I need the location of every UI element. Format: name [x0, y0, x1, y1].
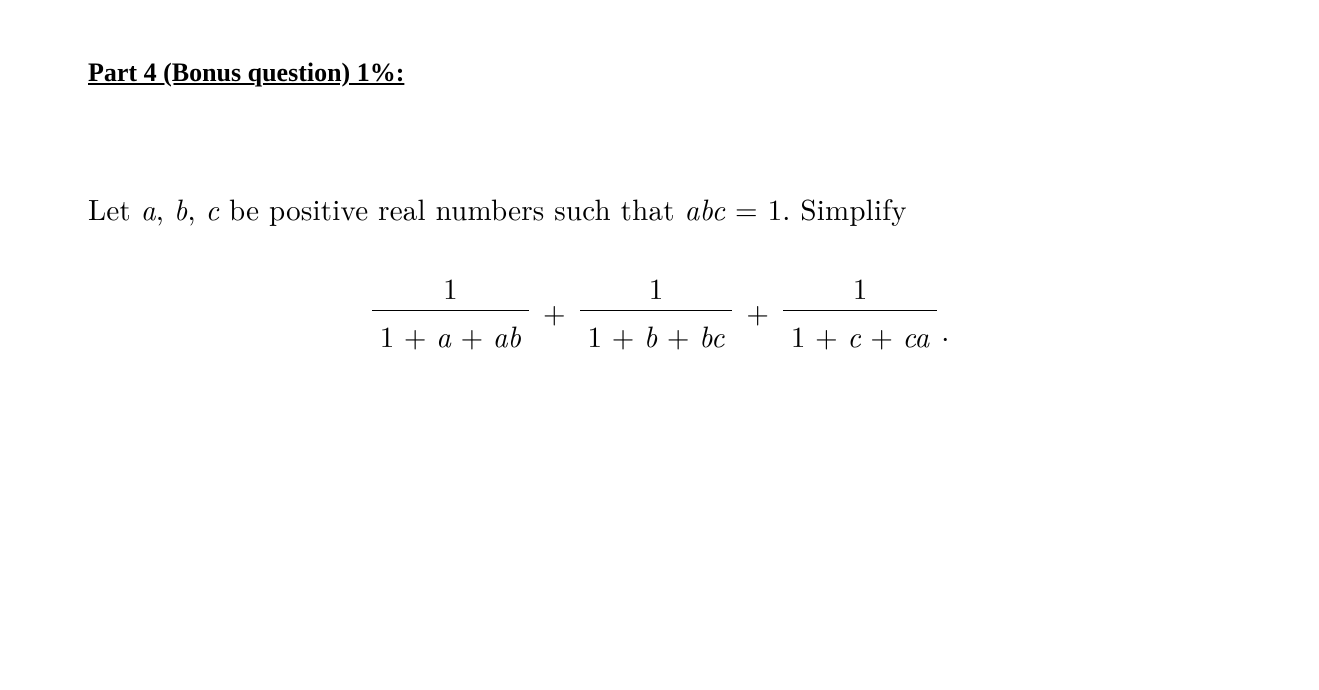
frac2-denominator: 1 + b + bc — [580, 310, 733, 356]
frac2-den-part2: + — [657, 315, 699, 356]
variable-a: a — [141, 188, 156, 229]
fraction-2: 1 1 + b + bc — [580, 267, 733, 356]
frac2-den-b: b — [644, 315, 657, 356]
frac1-den-part1: 1 + — [380, 315, 436, 356]
frac1-numerator: 1 — [435, 267, 466, 310]
frac1-den-a: a — [436, 315, 451, 356]
frac2-den-bc: bc — [699, 315, 724, 356]
fraction-3: 1 1 + c + ca — [783, 267, 937, 356]
problem-statement: Let a, b, c be positive real numbers suc… — [88, 188, 1231, 229]
frac2-den-part1: 1 + — [588, 315, 644, 356]
plus-1: + — [543, 291, 566, 332]
frac3-denominator: 1 + c + ca — [783, 310, 937, 356]
expr-abc: abc — [685, 188, 726, 229]
frac3-numerator: 1 — [845, 267, 876, 310]
variable-c: c — [206, 188, 220, 229]
frac3-den-c: c — [847, 315, 860, 356]
sep2: , — [187, 188, 205, 229]
plus-2: + — [746, 291, 769, 332]
frac1-den-ab: ab — [493, 315, 521, 356]
variable-b: b — [174, 188, 188, 229]
sep1: , — [156, 188, 174, 229]
section-heading: Part 4 (Bonus question) 1%: — [88, 58, 1231, 88]
frac1-den-part2: + — [451, 315, 493, 356]
frac2-numerator: 1 — [641, 267, 672, 310]
text-middle: be positive real numbers such that — [219, 188, 684, 229]
text-equals: = 1. Simplify — [725, 188, 907, 229]
fraction-1: 1 1 + a + ab — [372, 267, 529, 356]
equation: 1 1 + a + ab + 1 1 + b + bc + 1 1 + c + … — [88, 267, 1231, 356]
equation-period: . — [941, 309, 949, 350]
frac1-denominator: 1 + a + ab — [372, 310, 529, 356]
frac3-den-ca: ca — [903, 315, 930, 356]
frac3-den-part1: 1 + — [791, 315, 847, 356]
text-prefix: Let — [88, 188, 141, 229]
frac3-den-part2: + — [861, 315, 903, 356]
